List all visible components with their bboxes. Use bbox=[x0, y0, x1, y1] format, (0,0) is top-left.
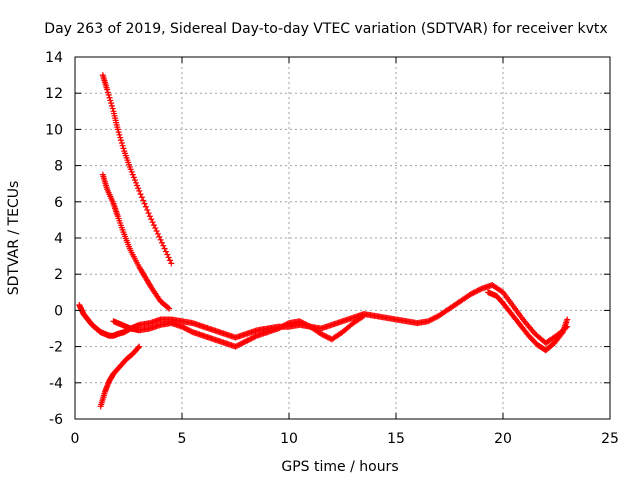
series-late-trace bbox=[485, 289, 571, 354]
y-tick-label: -6 bbox=[49, 412, 63, 428]
chart-title: Day 263 of 2019, Sidereal Day-to-day VTE… bbox=[44, 21, 607, 37]
y-tick-label: 8 bbox=[54, 159, 63, 175]
x-tick-labels: 0 5 10 15 20 25 bbox=[71, 431, 619, 447]
y-tick-label: 6 bbox=[54, 195, 63, 211]
series-arc-low bbox=[97, 343, 143, 410]
x-tick-label: 15 bbox=[387, 431, 405, 447]
x-tick-label: 5 bbox=[178, 431, 187, 447]
axis-ticks bbox=[74, 56, 611, 420]
y-axis-label: SDTVAR / TECUs bbox=[6, 181, 22, 296]
plus-markers bbox=[485, 289, 571, 354]
x-tick-label: 25 bbox=[601, 431, 619, 447]
y-tick-label: 4 bbox=[54, 231, 63, 247]
y-tick-label: 2 bbox=[54, 267, 63, 283]
y-tick-label: 12 bbox=[45, 86, 63, 102]
y-tick-label: 0 bbox=[54, 303, 63, 319]
y-tick-label: -4 bbox=[49, 376, 63, 392]
series-secondary-trace bbox=[110, 312, 367, 350]
grid-lines bbox=[75, 57, 610, 419]
y-tick-label: 10 bbox=[45, 122, 63, 138]
data-points bbox=[76, 72, 571, 410]
series-arc-high bbox=[99, 72, 175, 267]
plus-markers bbox=[110, 312, 367, 350]
plus-markers bbox=[97, 343, 143, 410]
y-tick-labels: -6 -4 -2 0 2 4 6 8 10 12 14 bbox=[45, 50, 63, 428]
x-tick-label: 20 bbox=[494, 431, 512, 447]
plus-markers bbox=[99, 72, 175, 267]
x-axis-label: GPS time / hours bbox=[281, 459, 398, 475]
x-tick-label: 0 bbox=[71, 431, 80, 447]
plus-markers bbox=[99, 171, 173, 312]
y-tick-label: -2 bbox=[49, 340, 63, 356]
y-tick-label: 14 bbox=[45, 50, 63, 66]
series-arc-mid bbox=[99, 171, 173, 312]
x-tick-label: 10 bbox=[280, 431, 298, 447]
